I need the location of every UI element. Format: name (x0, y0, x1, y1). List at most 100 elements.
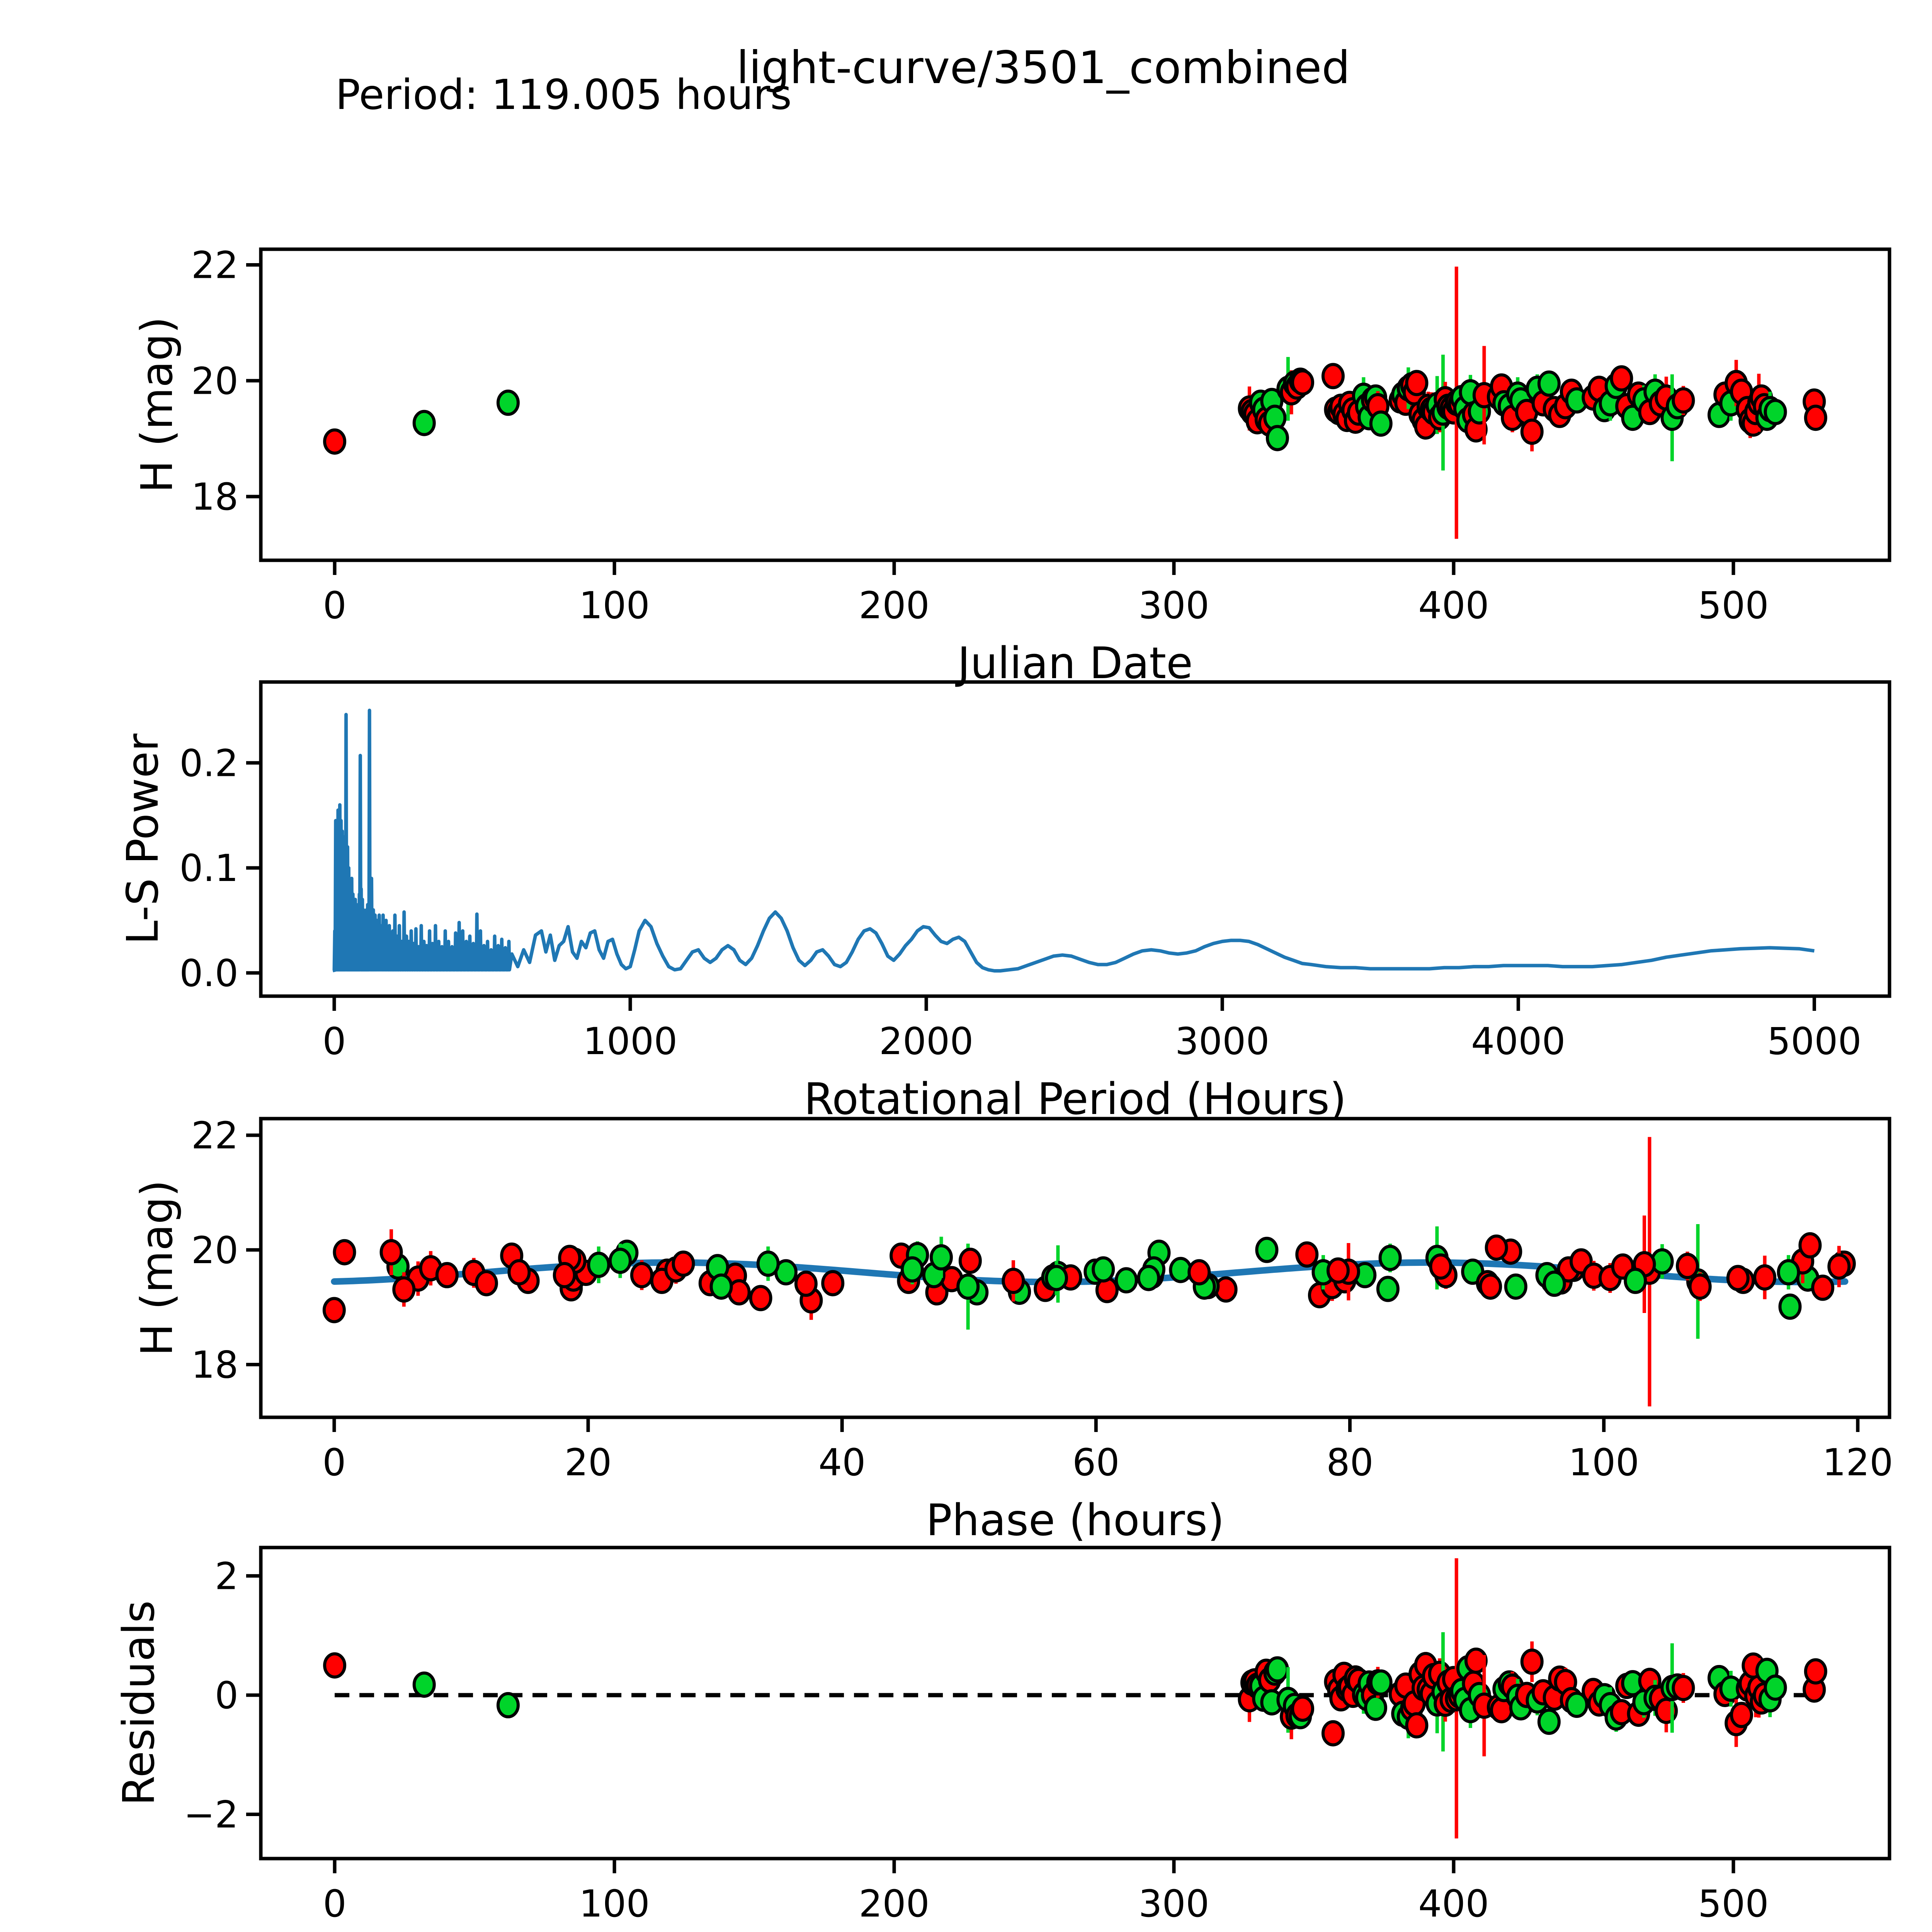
data-point-green (1045, 1265, 1068, 1291)
data-point-green (1092, 1256, 1115, 1283)
data-point-green (1169, 1257, 1192, 1283)
data-point-red (821, 1270, 845, 1296)
data-point-green (1543, 1270, 1566, 1297)
data-point-green (1504, 1273, 1527, 1300)
data-point-green (1624, 1267, 1647, 1294)
x-tick-label: 200 (859, 1882, 929, 1925)
panel-periodogram: 0 1000 2000 3000 4000 5000 0.0 0.1 0.2 Rotational… (118, 680, 1891, 1124)
data-point-red (322, 1297, 346, 1323)
y-tick-label: 20 (191, 359, 238, 403)
data-point-red (1730, 1702, 1753, 1728)
data-point-red (1520, 418, 1544, 445)
data-point-green (1114, 1267, 1138, 1294)
x-tick-label: 120 (1822, 1441, 1893, 1484)
data-point-red (1672, 387, 1695, 414)
x-tick-label: 100 (579, 584, 650, 627)
data-point-red (1321, 363, 1345, 389)
plot-area-phase (322, 1137, 1856, 1406)
data-point-red (1827, 1253, 1851, 1280)
data-point-green (1265, 425, 1289, 451)
data-point-red (958, 1247, 982, 1274)
data-point-green (1537, 1708, 1561, 1735)
data-point-green (1369, 410, 1393, 437)
data-point-red (435, 1262, 459, 1289)
data-point-red (794, 1270, 818, 1297)
x-axis-label: Phase (hours) (926, 1495, 1224, 1546)
data-point-red (392, 1276, 416, 1303)
data-point-green (412, 410, 436, 436)
y-axis-label: L-S Power (118, 733, 168, 944)
plot-frame (259, 1546, 1891, 1861)
data-point-red (1295, 1241, 1319, 1268)
data-point-red (1726, 1265, 1750, 1291)
data-point-red (1485, 1234, 1508, 1261)
x-tick-label: 400 (1418, 584, 1489, 627)
y-tick-label: 18 (191, 1344, 238, 1387)
x-tick-label: 40 (818, 1441, 866, 1484)
data-point-green (1778, 1293, 1802, 1320)
data-point-green (1764, 1674, 1787, 1701)
data-point-red (1688, 1273, 1712, 1300)
data-point-red (1610, 365, 1633, 392)
data-point-red (672, 1250, 695, 1277)
x-tick-label: 0 (323, 1882, 347, 1925)
period-annotation: Period: 119.005 hours (335, 71, 792, 119)
data-point-red (553, 1262, 576, 1289)
data-point-red (1321, 1720, 1345, 1747)
x-tick-label: 1000 (583, 1020, 677, 1063)
y-axis-label: Residuals (114, 1600, 164, 1806)
y-tick-label: 0.1 (179, 847, 238, 890)
data-point-green (496, 1692, 520, 1719)
data-point-green (756, 1250, 780, 1277)
data-point-green (1378, 1245, 1402, 1271)
x-tick-label: 80 (1326, 1441, 1373, 1484)
data-point-red (630, 1262, 653, 1289)
y-axis-label: H (mag) (132, 1180, 182, 1356)
plot-area-residuals (323, 1558, 1827, 1838)
data-point-green (1255, 1236, 1279, 1263)
y-tick-label: 0.2 (179, 742, 238, 785)
data-point-red (1798, 1232, 1822, 1259)
data-point-green (1265, 1656, 1289, 1683)
data-point-green (1137, 1265, 1160, 1291)
x-tick-label: 400 (1418, 1882, 1489, 1925)
x-tick-label: 0 (322, 1020, 346, 1063)
x-tick-label: 20 (565, 1441, 612, 1484)
x-tick-label: 0 (323, 584, 347, 627)
data-point-green (1376, 1276, 1400, 1302)
x-tick-label: 60 (1072, 1441, 1119, 1484)
panel-jd-mag: 0 100 200 300 400 500 18 20 22 Julian Date H (mag) (132, 243, 1891, 689)
x-tick-label: 100 (1568, 1441, 1639, 1484)
x-tick-label: 300 (1138, 584, 1209, 627)
plot-area-jd-mag (323, 266, 1827, 539)
data-point-red (474, 1270, 498, 1296)
data-point-green (1369, 1669, 1393, 1696)
data-point-green (1777, 1259, 1800, 1286)
x-axis-label: Rotational Period (Hours) (804, 1074, 1346, 1124)
y-tick-label: −2 (184, 1793, 238, 1837)
data-point-red (323, 428, 347, 455)
figure-title: light-curve/3501_combined (736, 42, 1350, 94)
data-point-red (1672, 1675, 1695, 1701)
data-point-red (1753, 1264, 1777, 1291)
data-point-red (1520, 1648, 1544, 1675)
data-point-red (1804, 405, 1827, 431)
data-point-red (1002, 1267, 1025, 1294)
periodogram-line (332, 708, 1815, 973)
y-tick-label: 22 (191, 1114, 238, 1157)
data-point-green (496, 389, 520, 416)
data-point-green (1364, 1694, 1388, 1721)
data-point-red (1464, 1647, 1488, 1674)
x-tick-label: 3000 (1175, 1020, 1269, 1063)
data-point-red (323, 1652, 347, 1679)
data-point-red (1405, 370, 1429, 396)
x-axis-label: Julian Date (955, 638, 1193, 689)
y-tick-label: 0.0 (179, 952, 238, 995)
x-tick-label: 2000 (879, 1020, 973, 1063)
data-point-red (1291, 369, 1315, 396)
x-tick-label: 300 (1138, 1882, 1209, 1925)
